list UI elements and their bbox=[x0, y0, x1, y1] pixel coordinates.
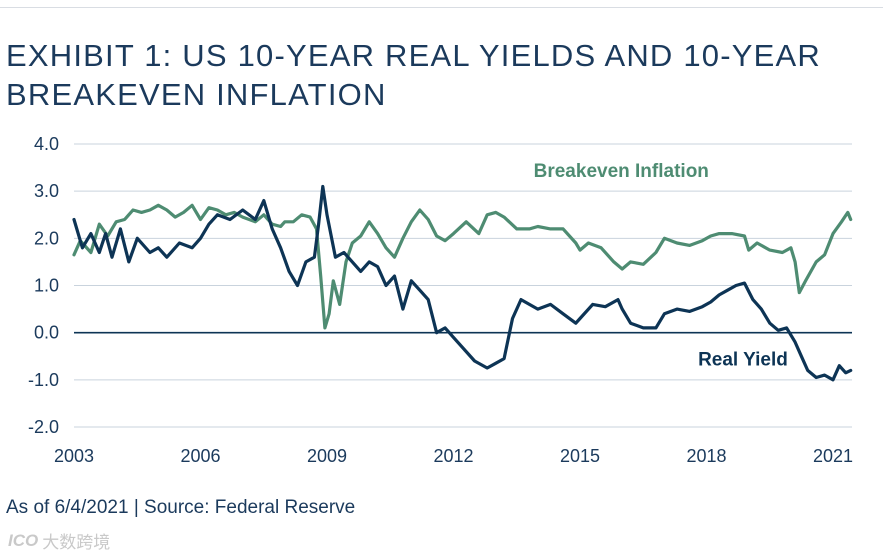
y-tick-label: -2.0 bbox=[28, 417, 59, 437]
annotation-real-yield: Real Yield bbox=[698, 350, 788, 371]
y-axis-ticks: 4.0 3.0 2.0 1.0 0.0 -1.0 -2.0 bbox=[28, 134, 59, 437]
series-line-real-yield bbox=[72, 184, 853, 382]
x-tick-label: 2021 bbox=[813, 446, 853, 466]
series-line-breakeven-inflation bbox=[72, 203, 853, 330]
x-tick-label: 2015 bbox=[560, 446, 600, 466]
y-tick-label: 1.0 bbox=[34, 276, 59, 296]
y-tick-label: 4.0 bbox=[34, 134, 59, 154]
top-divider bbox=[0, 7, 883, 8]
grid-lines bbox=[74, 143, 852, 428]
x-tick-label: 2006 bbox=[180, 446, 220, 466]
watermark-text: 大数跨境 bbox=[42, 533, 111, 552]
series-lines bbox=[72, 184, 853, 382]
watermark: ICO 大数跨境 bbox=[8, 528, 110, 553]
y-tick-label: 3.0 bbox=[34, 181, 59, 201]
y-tick-label: -1.0 bbox=[28, 370, 59, 390]
x-tick-label: 2009 bbox=[307, 446, 347, 466]
x-axis-ticks: 2003 2006 2009 2012 2015 2018 2021 bbox=[54, 446, 853, 466]
x-tick-label: 2003 bbox=[54, 446, 94, 466]
watermark-logo: ICO bbox=[8, 530, 39, 550]
x-tick-label: 2012 bbox=[433, 446, 473, 466]
x-tick-label: 2018 bbox=[686, 446, 726, 466]
chart-title: EXHIBIT 1: US 10-YEAR REAL YIELDS AND 10… bbox=[6, 38, 821, 112]
y-tick-label: 2.0 bbox=[34, 228, 59, 248]
annotation-breakeven-inflation: Breakeven Inflation bbox=[534, 161, 709, 182]
series-annotations: Breakeven Inflation Real Yield bbox=[534, 161, 788, 371]
source-footnote: As of 6/4/2021 | Source: Federal Reserve bbox=[6, 497, 356, 518]
y-tick-label: 0.0 bbox=[34, 323, 59, 343]
